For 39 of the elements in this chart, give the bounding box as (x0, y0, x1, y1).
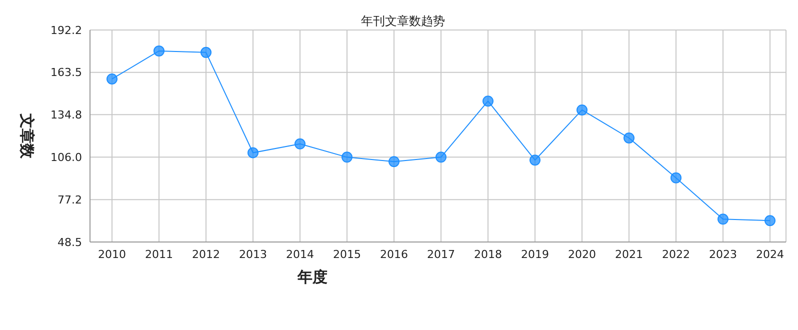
y-tick-label: 48.5 (58, 236, 82, 249)
x-tick-label: 2019 (521, 248, 549, 261)
point (248, 147, 258, 158)
x-tick-label: 2018 (474, 248, 502, 261)
point (200, 46, 212, 58)
x-tick-label: 2020 (568, 248, 596, 261)
y-tick-label: 77.2 (58, 194, 82, 207)
point (576, 104, 588, 116)
x-tick-label: 2010 (98, 248, 126, 261)
point (106, 73, 118, 84)
x-tick-label: 2013 (239, 248, 267, 261)
point (154, 45, 164, 56)
x-tick-label: 2012 (192, 248, 220, 261)
point (482, 96, 494, 107)
x-tick-label: 2015 (333, 248, 361, 261)
point (718, 214, 728, 225)
point (436, 152, 446, 163)
y-tick-label: 134.8 (50, 108, 82, 122)
x-tick-label: 2023 (709, 248, 737, 261)
y-tick-label: 106.0 (50, 151, 82, 164)
x-tick-label: 2011 (145, 248, 173, 261)
point (388, 156, 400, 168)
x-axis-title: 年度 (296, 268, 328, 286)
y-tick-label: 163.5 (50, 66, 82, 80)
y-tick-label: 192.2 (50, 24, 82, 37)
chart-title: 年刊文章数趋势 (361, 14, 445, 28)
x-tick-label: 2022 (662, 248, 690, 261)
point (624, 132, 634, 144)
point (670, 172, 682, 184)
point (530, 154, 540, 166)
y-axis-title: 文章数 (18, 112, 36, 160)
x-tick-label: 2016 (380, 248, 408, 261)
x-tick-label: 2024 (756, 248, 784, 261)
point (294, 138, 306, 150)
point (764, 215, 776, 226)
x-tick-label: 2021 (615, 248, 643, 261)
x-tick-label: 2014 (286, 248, 314, 261)
point (342, 152, 352, 163)
x-tick-label: 2017 (427, 248, 455, 261)
